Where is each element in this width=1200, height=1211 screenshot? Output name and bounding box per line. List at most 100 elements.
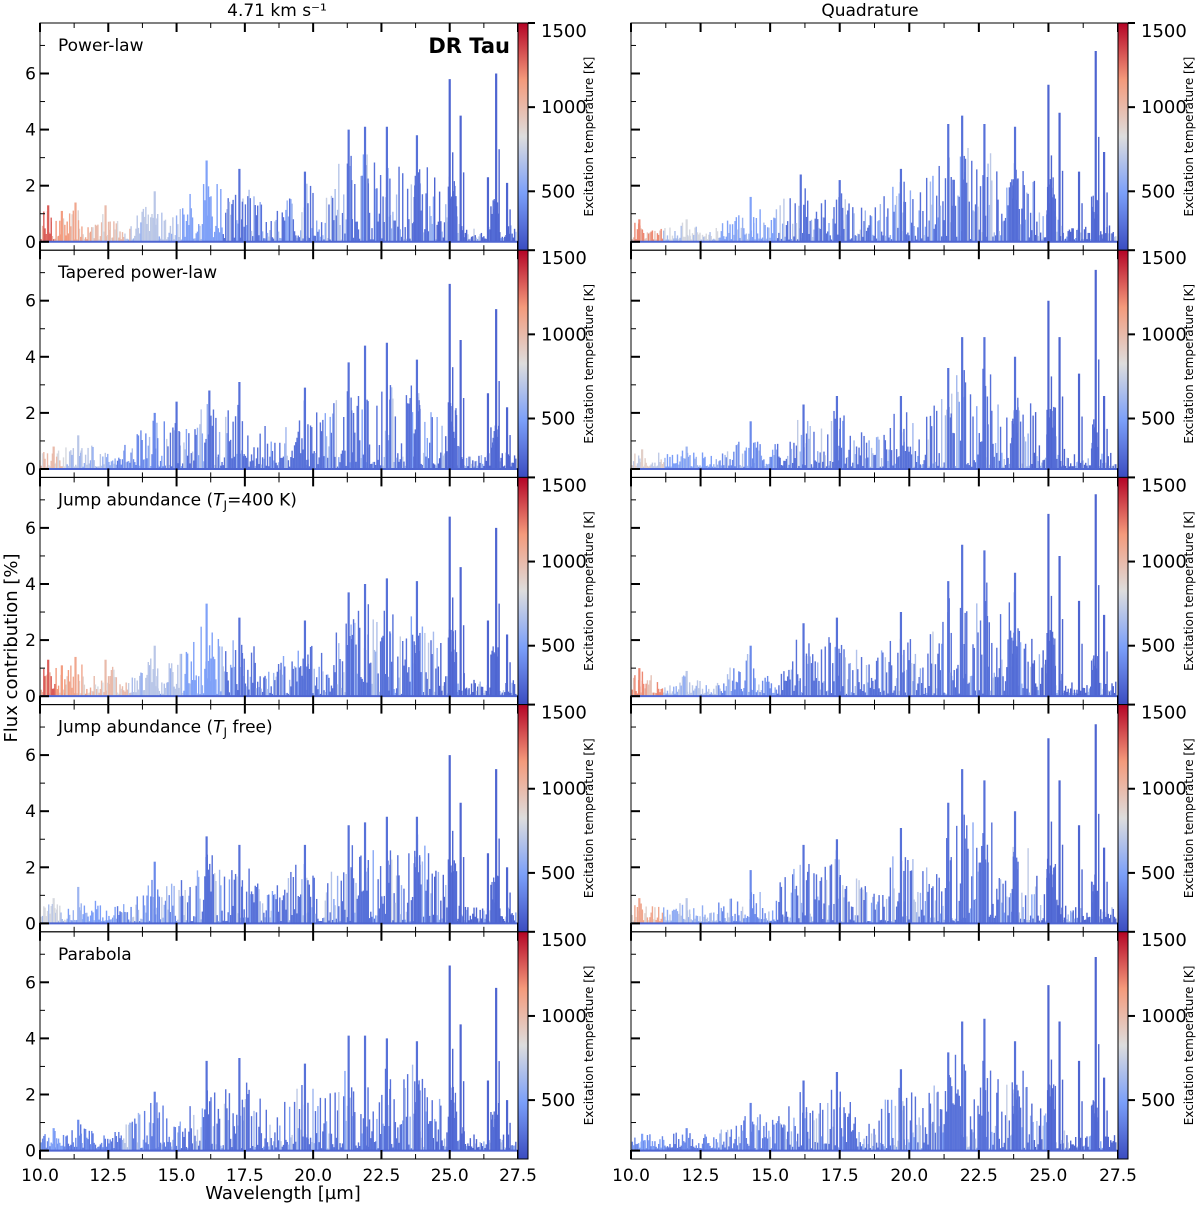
colorbar-tick-label: 1000 bbox=[1141, 779, 1187, 800]
colorbar-tick-label: 1000 bbox=[541, 779, 587, 800]
colorbar-label: Excitation temperature [K] bbox=[582, 284, 596, 444]
colorbar-gradient bbox=[517, 931, 529, 1160]
panel-3-0: 0 2 4 6 Jump abundance (TJ free) 1500 1000 500 E… bbox=[25, 703, 596, 935]
colorbar-label: Excitation temperature [K] bbox=[582, 738, 596, 898]
panel-0-1: 1500 1000 500 Excitation temperature [K] bbox=[630, 21, 1196, 251]
panel-4-1: 10.0 12.5 15.0 17.5 20.0 22.5 25.0 27.515001000… bbox=[612, 930, 1196, 1186]
axes-frame bbox=[630, 249, 1119, 478]
colorbar-gradient bbox=[1117, 249, 1129, 478]
colorbar-gradient bbox=[517, 476, 529, 706]
colorbar-tick-label: 1500 bbox=[1141, 21, 1187, 42]
y-axis-label: Flux contribution [%] bbox=[1, 553, 22, 742]
colorbar: 1500 1000 500 Excitation temperature [K] bbox=[517, 930, 596, 1160]
x-tick-label: 25.0 bbox=[431, 1166, 469, 1186]
colorbar-label: Excitation temperature [K] bbox=[1182, 284, 1196, 444]
spectrum-series bbox=[40, 283, 518, 470]
colorbar-tick-label: 1500 bbox=[541, 248, 587, 269]
colorbar: 1500 1000 500 Excitation temperature [K] bbox=[517, 703, 596, 933]
colorbar-tick-label: 1000 bbox=[1141, 552, 1187, 573]
panel-title: Power-law bbox=[58, 36, 144, 56]
colorbar-gradient bbox=[517, 704, 529, 933]
colorbar-tick-label: 500 bbox=[541, 1090, 575, 1111]
colorbar-tick-label: 1000 bbox=[541, 97, 587, 118]
y-tick-label: 4 bbox=[25, 121, 36, 141]
colorbar-gradient bbox=[517, 249, 529, 478]
colorbar-gradient bbox=[1117, 22, 1129, 251]
axes-frame bbox=[630, 22, 1119, 251]
spectrum-series bbox=[40, 516, 518, 698]
panel-title: Parabola bbox=[58, 945, 132, 965]
colorbar-label: Excitation temperature [K] bbox=[582, 511, 596, 671]
x-tick-label: 17.5 bbox=[226, 1166, 264, 1186]
panel-2-1: 1500 1000 500 Excitation temperature [K] bbox=[630, 475, 1196, 706]
y-tick-label: 2 bbox=[25, 631, 36, 651]
y-tick-label: 6 bbox=[25, 64, 36, 84]
y-tick-label: 0 bbox=[25, 233, 36, 253]
colorbar-gradient bbox=[517, 22, 529, 251]
spectrum-series bbox=[40, 965, 518, 1152]
y-tick-label: 6 bbox=[25, 746, 36, 766]
colorbar: 1500 1000 500 Excitation temperature [K] bbox=[517, 21, 596, 251]
y-tick-label: 4 bbox=[25, 575, 36, 595]
colorbar-gradient bbox=[1117, 476, 1129, 706]
axes-frame bbox=[39, 931, 519, 1160]
x-axis-label: Wavelength [µm] bbox=[205, 1183, 361, 1204]
colorbar-tick-label: 1000 bbox=[541, 1006, 587, 1027]
x-tick-label: 27.5 bbox=[499, 1166, 537, 1186]
colorbar-tick-label: 500 bbox=[1141, 636, 1175, 657]
spectrum-series bbox=[40, 755, 518, 925]
colorbar-tick-label: 1500 bbox=[541, 21, 587, 42]
y-tick-label: 2 bbox=[25, 1085, 36, 1105]
panel-1-0: 0 2 4 6 Tapered power-law 1500 1000 500 Excitati… bbox=[25, 248, 596, 480]
y-tick-label: 0 bbox=[25, 1142, 36, 1162]
colorbar: 1500 1000 500 Excitation temperature [K] bbox=[517, 248, 596, 478]
spectrum-series bbox=[631, 957, 1118, 1152]
colorbar-label: Excitation temperature [K] bbox=[582, 966, 596, 1126]
spectrum-series bbox=[631, 494, 1118, 698]
colorbar-tick-label: 500 bbox=[1141, 408, 1175, 429]
column-title-left: 4.71 km s⁻¹ bbox=[227, 1, 327, 21]
spectrum-series bbox=[40, 73, 518, 243]
colorbar-tick-label: 1500 bbox=[541, 703, 587, 724]
panels: 0 2 4 6 Power-law DR Tau 1500 1000 500 Excitation… bbox=[21, 21, 1196, 1186]
colorbar: 1500 1000 500 Excitation temperature [K] bbox=[1117, 21, 1196, 251]
colorbar-tick-label: 500 bbox=[1141, 863, 1175, 884]
x-tick-label: 15.0 bbox=[158, 1166, 196, 1186]
colorbar-tick-label: 1500 bbox=[1141, 248, 1187, 269]
colorbar-tick-label: 500 bbox=[541, 408, 575, 429]
spectrum-series bbox=[631, 724, 1118, 925]
colorbar-tick-label: 500 bbox=[541, 636, 575, 657]
panel-3-1: 1500 1000 500 Excitation temperature [K] bbox=[630, 703, 1196, 933]
y-tick-label: 0 bbox=[25, 460, 36, 480]
colorbar-tick-label: 1500 bbox=[1141, 703, 1187, 724]
colorbar-label: Excitation temperature [K] bbox=[1182, 511, 1196, 671]
panel-1-1: 1500 1000 500 Excitation temperature [K] bbox=[630, 248, 1196, 478]
colorbar-label: Excitation temperature [K] bbox=[582, 57, 596, 217]
colorbar-tick-label: 1000 bbox=[1141, 324, 1187, 345]
x-tick-label: 20.0 bbox=[294, 1166, 332, 1186]
colorbar: 1500 1000 500 Excitation temperature [K] bbox=[1117, 703, 1196, 933]
star-name-label: DR Tau bbox=[428, 34, 510, 58]
colorbar-label: Excitation temperature [K] bbox=[1182, 57, 1196, 217]
panel-title: Jump abundance (TJ=400 K) bbox=[57, 490, 297, 512]
panel-title: Jump abundance (TJ free) bbox=[57, 718, 273, 740]
y-tick-label: 6 bbox=[25, 519, 36, 539]
x-tick-label: 22.5 bbox=[362, 1166, 400, 1186]
y-tick-label: 2 bbox=[25, 404, 36, 424]
x-tick-label: 10.0 bbox=[21, 1166, 59, 1186]
y-tick-label: 6 bbox=[25, 292, 36, 312]
y-tick-label: 0 bbox=[25, 914, 36, 934]
colorbar-tick-label: 1500 bbox=[1141, 475, 1187, 496]
y-tick-label: 6 bbox=[25, 973, 36, 993]
colorbar-tick-label: 500 bbox=[1141, 181, 1175, 202]
colorbar: 1500 1000 500 Excitation temperature [K] bbox=[1117, 475, 1196, 706]
spectrum-series bbox=[631, 269, 1118, 470]
y-tick-label: 4 bbox=[25, 1029, 36, 1049]
colorbar-tick-label: 1000 bbox=[541, 552, 587, 573]
colorbar-gradient bbox=[1117, 704, 1129, 933]
x-tick-label: 12.5 bbox=[89, 1166, 127, 1186]
panel-title: Tapered power-law bbox=[57, 263, 217, 283]
colorbar: 1500 1000 500 Excitation temperature [K] bbox=[1117, 248, 1196, 478]
panel-4-0: 10.0 12.5 15.0 17.5 20.0 22.5 25.0 27.5 0 2 4 6 Para… bbox=[21, 930, 596, 1186]
